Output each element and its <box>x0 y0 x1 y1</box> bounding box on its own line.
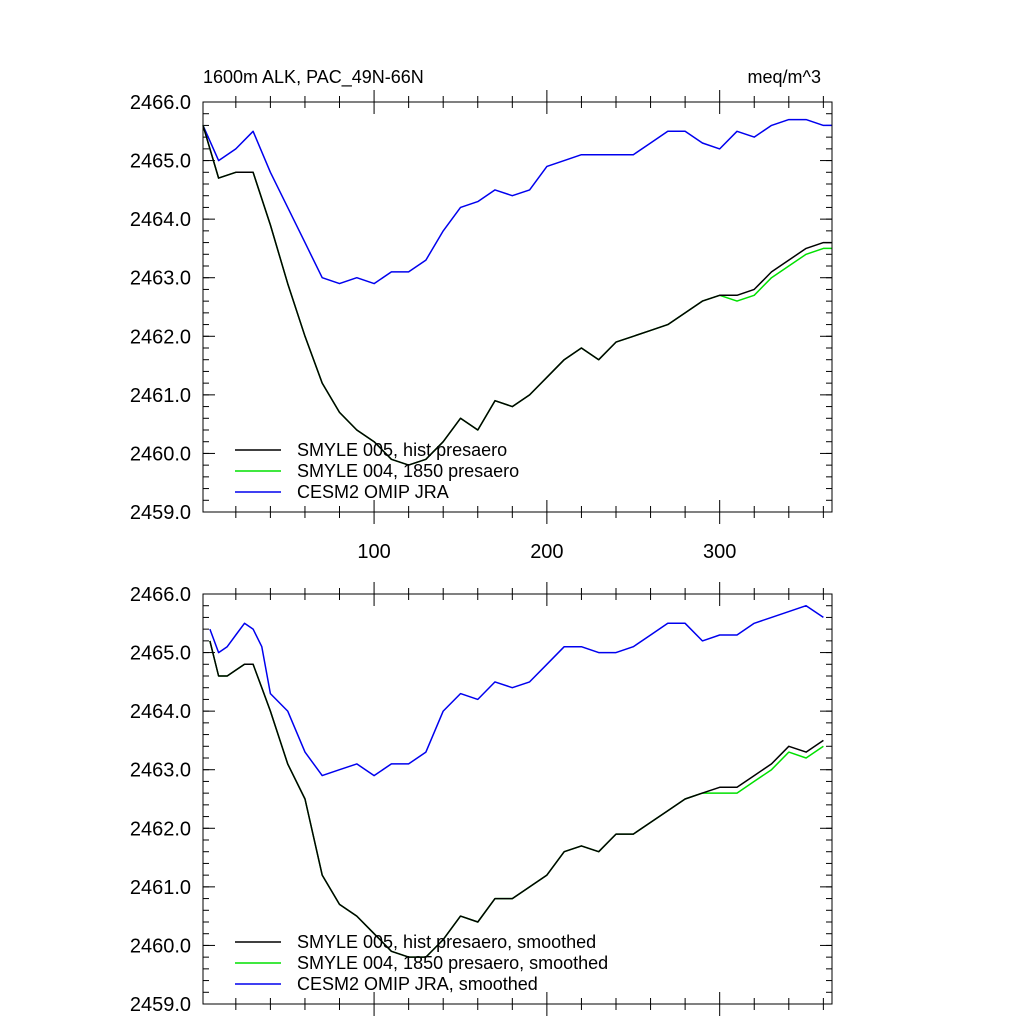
y-tick-label: 2464.0 <box>130 701 191 723</box>
y-tick-label: 2463.0 <box>130 268 191 290</box>
axes-ticks: 2459.0 2460.0 2461.0 2462.0 2463.0 2464.0 2465… <box>130 90 832 563</box>
legend-label: SMYLE 004, 1850 presaero <box>297 461 519 481</box>
series-line-pre1850 <box>209 640 824 958</box>
y-tick-label: 2459.0 <box>130 994 191 1016</box>
legend-label: CESM2 OMIP JRA <box>297 482 449 502</box>
x-tick-label: 100 <box>357 541 390 563</box>
legend-label: SMYLE 005, hist presaero <box>297 440 507 460</box>
x-tick-label: 200 <box>530 541 563 563</box>
legend-label: CESM2 OMIP JRA, smoothed <box>297 974 538 994</box>
plot-frame <box>202 593 833 1005</box>
y-tick-label: 2463.0 <box>130 760 191 782</box>
series-line-omip <box>209 604 824 777</box>
series-lines <box>202 118 832 466</box>
series-line-hist <box>209 640 824 958</box>
series-line-omip <box>202 118 832 285</box>
legend-label: SMYLE 004, 1850 presaero, smoothed <box>297 953 608 973</box>
y-tick-label: 2465.0 <box>130 643 191 665</box>
y-tick-label: 2465.0 <box>130 151 191 173</box>
series-line-hist <box>202 125 832 466</box>
panel-title-right: meq/m^3 <box>748 67 821 87</box>
legend-label: SMYLE 005, hist presaero, smoothed <box>297 932 596 952</box>
x-tick-label: 300 <box>703 541 736 563</box>
y-tick-label: 2459.0 <box>130 502 191 524</box>
panel-title-left: 1600m ALK, PAC_49N-66N <box>203 67 424 88</box>
axes-ticks: 2459.0 2460.0 2461.0 2462.0 2463.0 2464.0 2465… <box>130 582 832 1016</box>
legend: SMYLE 005, hist presaero, smoothedSMYLE … <box>235 932 608 994</box>
y-tick-label: 2466.0 <box>130 92 191 114</box>
bottom-panel: 2459.0 2460.0 2461.0 2462.0 2463.0 2464.0 2465… <box>130 582 833 1016</box>
series-lines <box>209 604 824 958</box>
y-tick-label: 2466.0 <box>130 584 191 606</box>
plot-frame <box>202 101 833 513</box>
y-tick-label: 2461.0 <box>130 385 191 407</box>
y-tick-label: 2460.0 <box>130 935 191 957</box>
y-tick-label: 2460.0 <box>130 443 191 465</box>
y-tick-label: 2461.0 <box>130 877 191 899</box>
y-tick-label: 2464.0 <box>130 209 191 231</box>
y-tick-label: 2462.0 <box>130 818 191 840</box>
y-tick-label: 2462.0 <box>130 326 191 348</box>
top-panel: 1600m ALK, PAC_49N-66N meq/m^3 2459.0 246… <box>130 67 833 563</box>
